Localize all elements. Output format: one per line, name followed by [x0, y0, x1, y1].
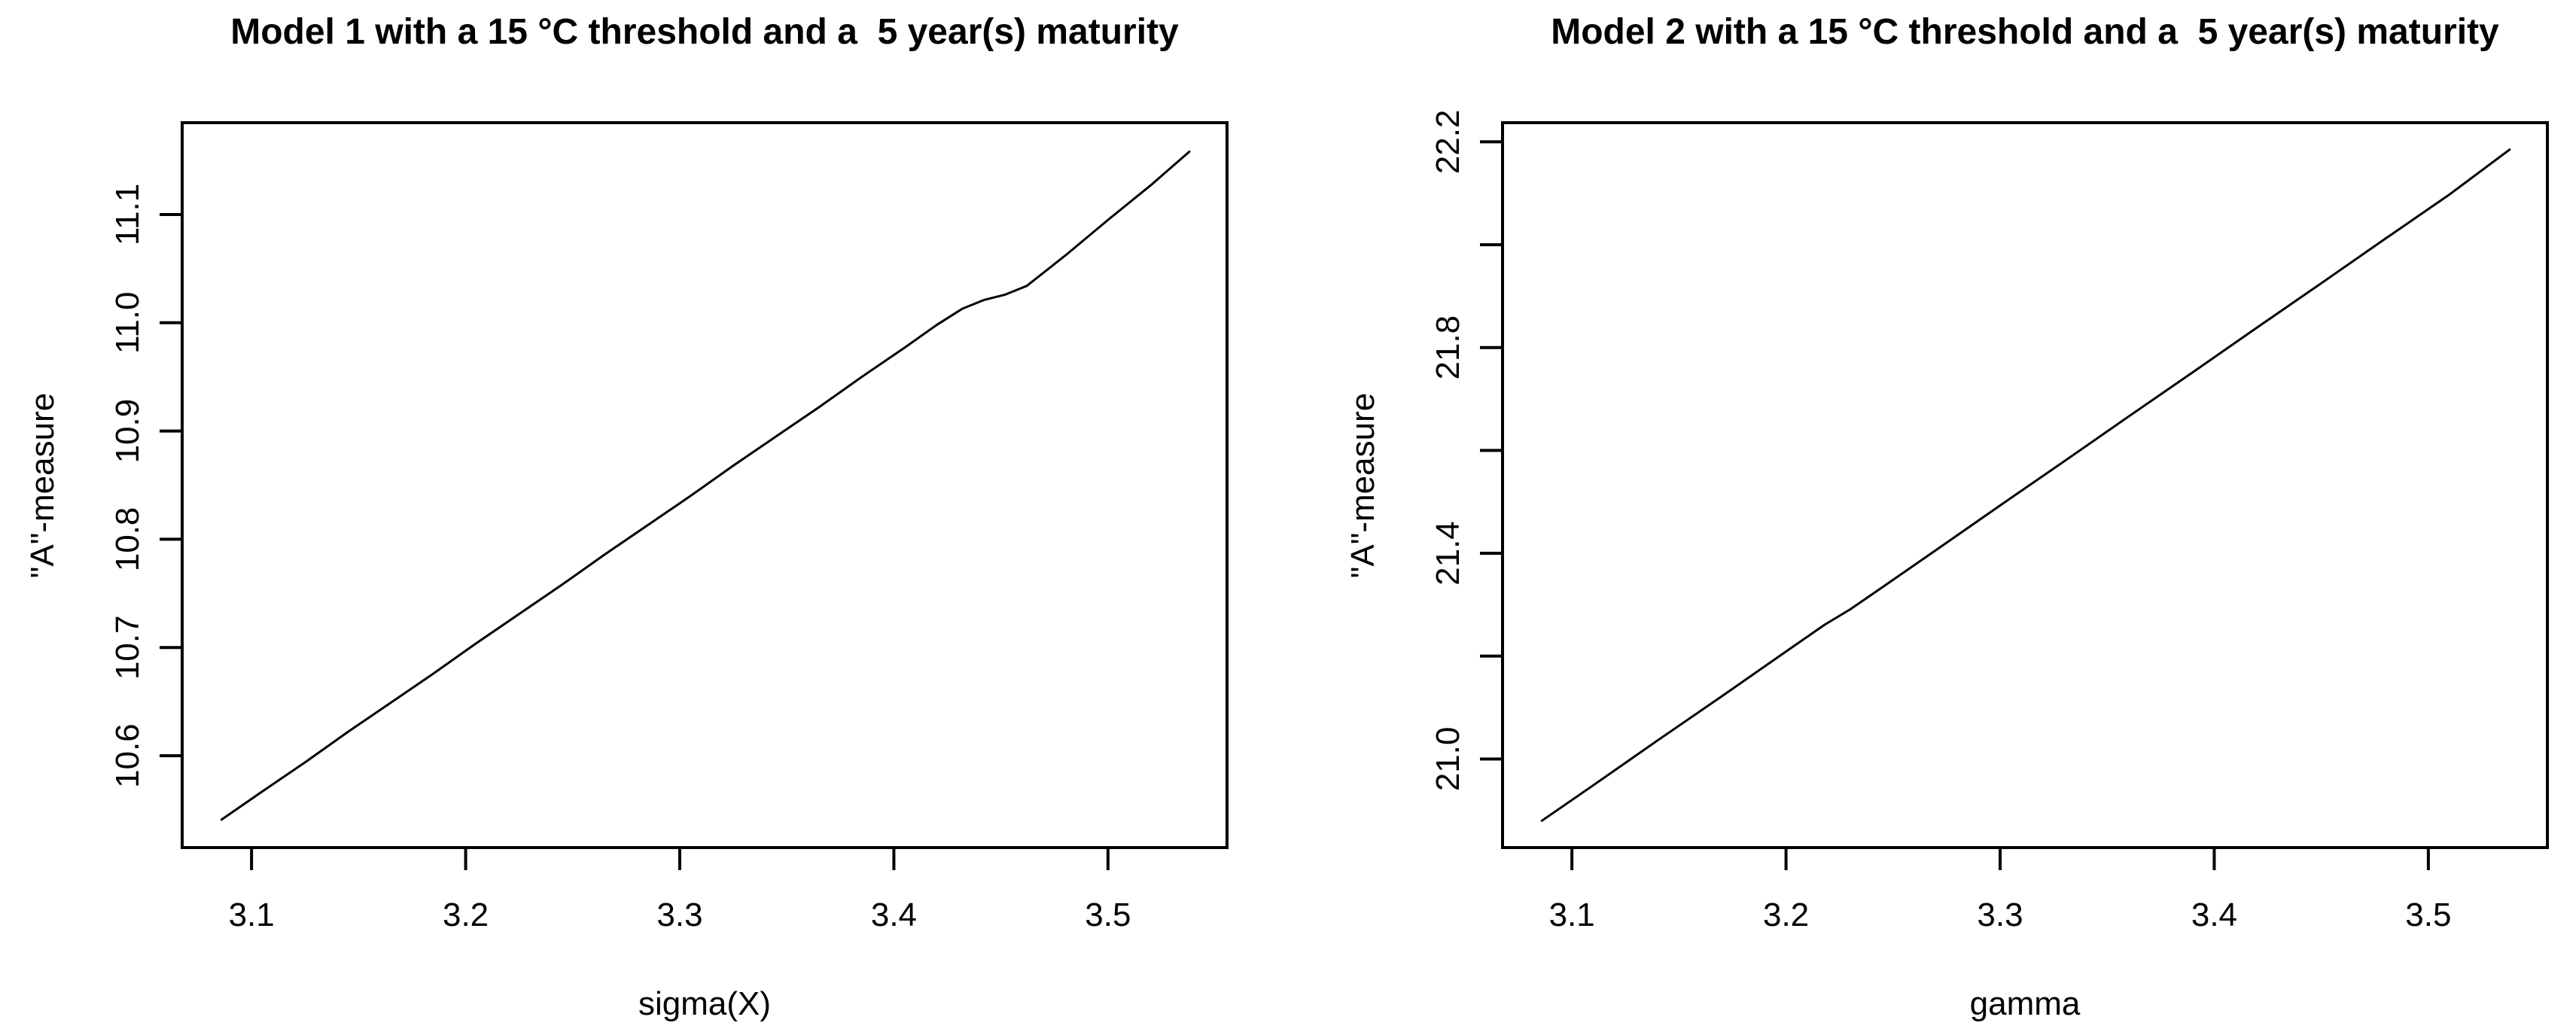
panel1-x-axis-label: sigma(X): [638, 985, 772, 1022]
x-axis-tick-label: 3.5: [2405, 896, 2451, 933]
x-axis-tick-label: 3.2: [1763, 896, 1809, 933]
y-axis-tick-label: 21.0: [1430, 727, 1466, 792]
panel1-y-axis-label: "A"-measure: [24, 392, 61, 579]
x-axis-tick-label: 3.2: [443, 896, 489, 933]
y-axis-tick-label: 10.7: [109, 615, 146, 680]
y-axis-tick-label: 10.6: [109, 723, 146, 788]
x-axis-tick-label: 3.3: [1977, 896, 2023, 933]
data-line: [1540, 148, 2511, 822]
y-axis-tick-label: 22.2: [1430, 110, 1466, 175]
x-axis-tick-label: 3.4: [871, 896, 917, 933]
y-axis-tick-label: 11.1: [109, 184, 146, 245]
x-axis-tick-label: 3.1: [1549, 896, 1595, 933]
data-line: [220, 151, 1191, 821]
x-axis-tick-label: 3.1: [229, 896, 275, 933]
x-axis-tick-label: 3.3: [656, 896, 702, 933]
panel2-x-axis-label: gamma: [1969, 985, 2081, 1022]
y-axis-tick-label: 21.4: [1430, 521, 1466, 586]
y-axis-tick-label: 10.8: [109, 507, 146, 572]
x-axis-tick-label: 3.5: [1085, 896, 1131, 933]
panel2-y-axis-label: "A"-measure: [1344, 392, 1381, 579]
y-axis-tick-label: 21.8: [1430, 315, 1466, 380]
panel1-title: Model 1 with a 15 °C threshold and a 5 y…: [230, 12, 1179, 52]
y-axis-tick-label: 10.9: [109, 399, 146, 464]
y-axis-tick-label: 11.0: [109, 292, 146, 354]
x-axis-tick-label: 3.4: [2191, 896, 2237, 933]
panel2-title: Model 2 with a 15 °C threshold and a 5 y…: [1551, 12, 2499, 52]
plot-box: [1501, 121, 2549, 849]
plot-box: [181, 121, 1229, 849]
